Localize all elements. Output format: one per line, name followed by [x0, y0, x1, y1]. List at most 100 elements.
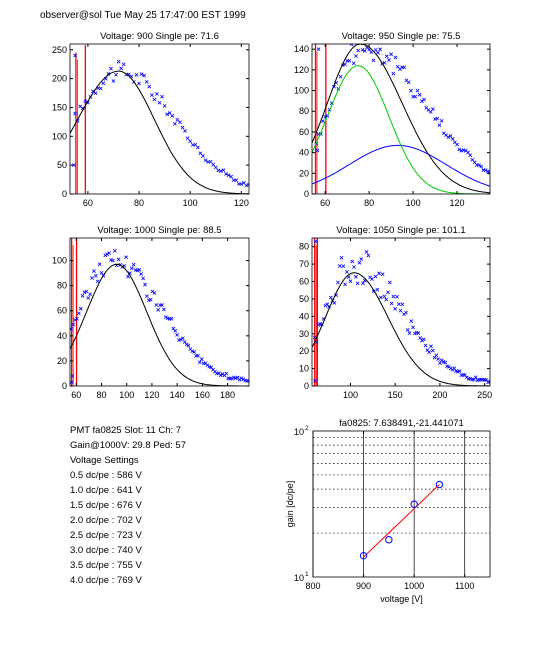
- data-point: [170, 113, 175, 118]
- gain-point: [385, 536, 393, 544]
- x-tick-label: 80: [97, 390, 107, 400]
- info-line: 0.5 dc/pe : 586 V: [70, 470, 142, 481]
- data-point: [409, 319, 414, 324]
- data-point: [75, 316, 79, 321]
- data-point: [457, 147, 462, 152]
- data-point: [106, 72, 111, 76]
- data-point: [154, 303, 159, 307]
- y-tick-label: 10: [299, 364, 309, 374]
- data-point: [149, 93, 154, 97]
- data-point: [139, 72, 144, 77]
- data-point: [111, 79, 116, 83]
- y-tick-label: 200: [52, 74, 67, 84]
- data-point: [352, 265, 356, 269]
- data-point: [137, 267, 142, 272]
- data-point: [169, 316, 174, 321]
- data-point: [78, 104, 83, 109]
- data-point: [382, 294, 387, 299]
- y-tick-label: 0: [304, 189, 309, 199]
- data-point: [224, 371, 229, 376]
- data-point: [446, 135, 451, 140]
- data-point: [105, 252, 110, 257]
- data-point: [198, 151, 203, 156]
- data-point: [351, 61, 356, 66]
- data-point: [124, 255, 128, 260]
- single-pe-fit-curve: [312, 65, 490, 194]
- data-point: [218, 169, 223, 174]
- data-point: [211, 162, 216, 167]
- data-point: [172, 121, 177, 126]
- data-point: [378, 295, 383, 300]
- data-point: [427, 350, 432, 355]
- data-point: [224, 171, 228, 176]
- data-point: [86, 296, 91, 300]
- data-point: [382, 60, 387, 65]
- data-point: [325, 302, 330, 307]
- data-point: [226, 173, 231, 178]
- data-point: [97, 262, 102, 267]
- data-point: [180, 336, 185, 341]
- data-point: [369, 50, 374, 54]
- data-point: [384, 297, 389, 302]
- y-tick-label: 20: [57, 356, 67, 366]
- data-point: [241, 377, 246, 382]
- data-point: [332, 300, 337, 305]
- data-point: [103, 253, 108, 258]
- data-point: [313, 378, 318, 383]
- data-point: [101, 81, 106, 86]
- data-point: [126, 274, 130, 279]
- y-tick-label: 40: [299, 148, 309, 158]
- data-point: [137, 81, 141, 86]
- chart-title: Voltage: 900 Single pe: 71.6: [100, 31, 219, 42]
- y-tick-label: 40: [57, 331, 67, 341]
- data-point: [221, 168, 226, 173]
- data-point: [173, 328, 178, 333]
- data-point: [162, 104, 167, 108]
- gain-fit-line: [363, 484, 440, 558]
- data-point: [316, 47, 321, 52]
- data-point: [112, 248, 117, 253]
- data-point: [413, 94, 418, 99]
- data-point: [192, 350, 197, 354]
- data-point: [430, 348, 435, 353]
- data-point: [396, 302, 401, 307]
- data-point: [376, 50, 380, 55]
- data-point: [199, 357, 204, 362]
- data-point: [359, 257, 364, 262]
- plot-area: [70, 45, 249, 194]
- y-tick-label: 70: [299, 259, 309, 269]
- plot-area: [70, 238, 249, 386]
- data-point: [147, 84, 152, 89]
- data-point: [387, 280, 392, 285]
- data-point: [73, 111, 77, 116]
- data-point: [452, 366, 457, 371]
- chart-title: Voltage: 950 Single pe: 75.5: [342, 31, 461, 42]
- x-tick-label: 60: [83, 198, 93, 208]
- data-point: [404, 310, 408, 315]
- data-point: [347, 58, 352, 63]
- data-point: [384, 54, 389, 59]
- data-point: [448, 134, 453, 138]
- data-point: [213, 165, 218, 170]
- x-tick-label: 200: [432, 390, 447, 400]
- data-point: [160, 94, 164, 99]
- data-point: [185, 136, 190, 141]
- plot-area: [312, 238, 490, 386]
- x-tick-label: 80: [134, 198, 144, 208]
- info-line: 2.0 dc/pe : 702 V: [70, 515, 142, 526]
- data-point: [139, 272, 144, 276]
- data-point: [231, 375, 236, 380]
- y-tick-label: 100: [52, 131, 67, 141]
- data-point: [247, 378, 249, 383]
- x-tick-label: 150: [388, 390, 403, 400]
- data-point: [88, 292, 93, 297]
- x-tick-label: 120: [234, 198, 249, 208]
- data-point: [337, 264, 342, 268]
- x-tick-label: 1000: [404, 581, 424, 591]
- data-point: [360, 48, 365, 52]
- data-point: [387, 58, 391, 62]
- chart-title: Voltage: 1000 Single pe: 88.5: [97, 225, 221, 236]
- data-point: [407, 331, 412, 336]
- data-point: [345, 269, 349, 274]
- info-line: 3.5 dc/pe : 755 V: [70, 560, 142, 571]
